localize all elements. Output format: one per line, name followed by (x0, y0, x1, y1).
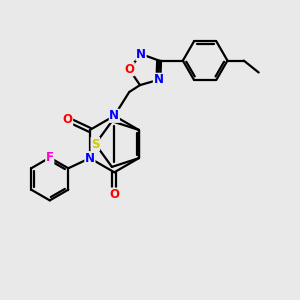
Text: N: N (136, 47, 146, 61)
Text: O: O (63, 113, 73, 126)
Text: N: N (109, 109, 119, 122)
Text: S: S (91, 138, 100, 151)
Text: F: F (46, 151, 54, 164)
Text: O: O (109, 188, 119, 201)
Text: N: N (153, 73, 164, 86)
Text: N: N (85, 152, 95, 165)
Text: O: O (124, 63, 134, 76)
